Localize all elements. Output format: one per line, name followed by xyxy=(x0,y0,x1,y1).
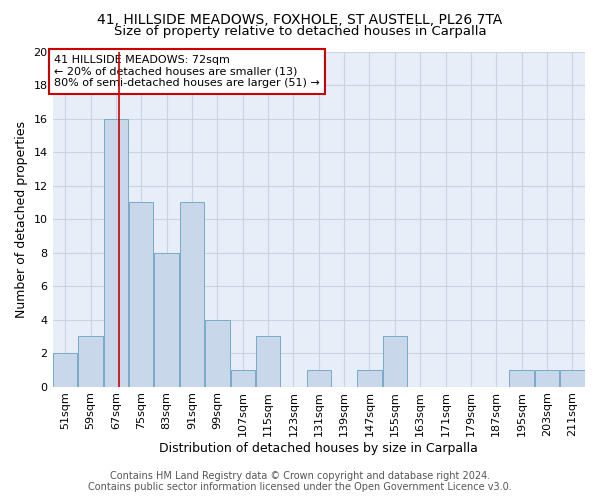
Text: 41, HILLSIDE MEADOWS, FOXHOLE, ST AUSTELL, PL26 7TA: 41, HILLSIDE MEADOWS, FOXHOLE, ST AUSTEL… xyxy=(97,12,503,26)
Bar xyxy=(205,320,230,386)
Bar xyxy=(230,370,255,386)
Bar xyxy=(53,353,77,386)
Bar xyxy=(79,336,103,386)
Bar xyxy=(307,370,331,386)
Bar xyxy=(509,370,534,386)
Bar xyxy=(129,202,154,386)
Bar xyxy=(383,336,407,386)
Bar xyxy=(104,118,128,386)
X-axis label: Distribution of detached houses by size in Carpalla: Distribution of detached houses by size … xyxy=(160,442,478,455)
Y-axis label: Number of detached properties: Number of detached properties xyxy=(15,120,28,318)
Bar xyxy=(256,336,280,386)
Bar xyxy=(154,252,179,386)
Text: 41 HILLSIDE MEADOWS: 72sqm
← 20% of detached houses are smaller (13)
80% of semi: 41 HILLSIDE MEADOWS: 72sqm ← 20% of deta… xyxy=(54,55,320,88)
Bar xyxy=(180,202,204,386)
Text: Size of property relative to detached houses in Carpalla: Size of property relative to detached ho… xyxy=(113,25,487,38)
Bar xyxy=(560,370,584,386)
Text: Contains HM Land Registry data © Crown copyright and database right 2024.
Contai: Contains HM Land Registry data © Crown c… xyxy=(88,471,512,492)
Bar xyxy=(357,370,382,386)
Bar xyxy=(535,370,559,386)
